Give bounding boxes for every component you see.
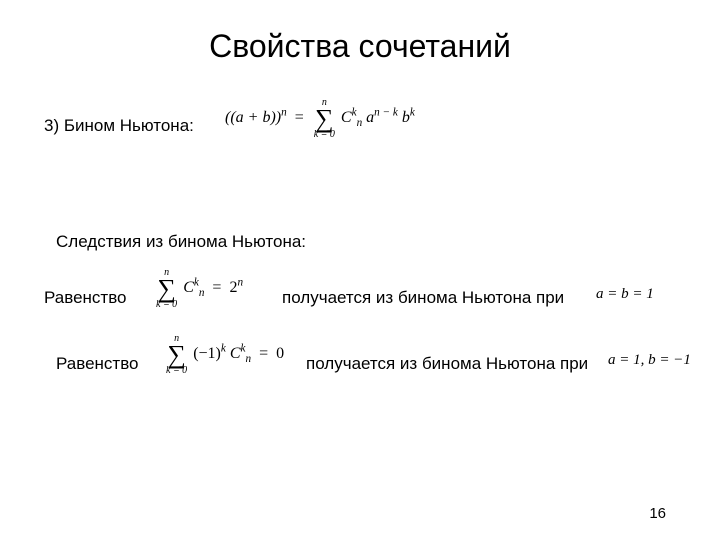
sigma-icon: n ∑ k = 0 — [166, 334, 187, 376]
slide: Свойства сочетаний 3) Бином Ньютона: ((a… — [0, 0, 720, 540]
item-3-label: 3) Бином Ньютона: — [44, 116, 194, 136]
condition-2: a = 1, b = −1 — [608, 352, 691, 369]
consequence-1-text: получается из бинома Ньютона при — [282, 288, 564, 308]
sigma-icon: n ∑ k = 0 — [314, 98, 335, 140]
formula-binomial: ((a + b))n = n ∑ k = 0 Ckn an − k bk — [225, 98, 415, 140]
condition-1: a = b = 1 — [596, 286, 654, 303]
page-title: Свойства сочетаний — [0, 28, 720, 65]
equality-2-label: Равенство — [56, 354, 139, 374]
formula-consequence-2: n ∑ k = 0 (−1)k Ckn = 0 — [164, 334, 284, 376]
consequence-2-text: получается из бинома Ньютона при — [306, 354, 588, 374]
equality-1-label: Равенство — [44, 288, 127, 308]
formula-consequence-1: n ∑ k = 0 Ckn = 2n — [154, 268, 243, 310]
page-number: 16 — [649, 505, 666, 522]
sigma-icon: n ∑ k = 0 — [156, 268, 177, 310]
var-a: (a + b) — [230, 109, 275, 126]
consequences-label: Следствия из бинома Ньютона: — [56, 232, 306, 252]
